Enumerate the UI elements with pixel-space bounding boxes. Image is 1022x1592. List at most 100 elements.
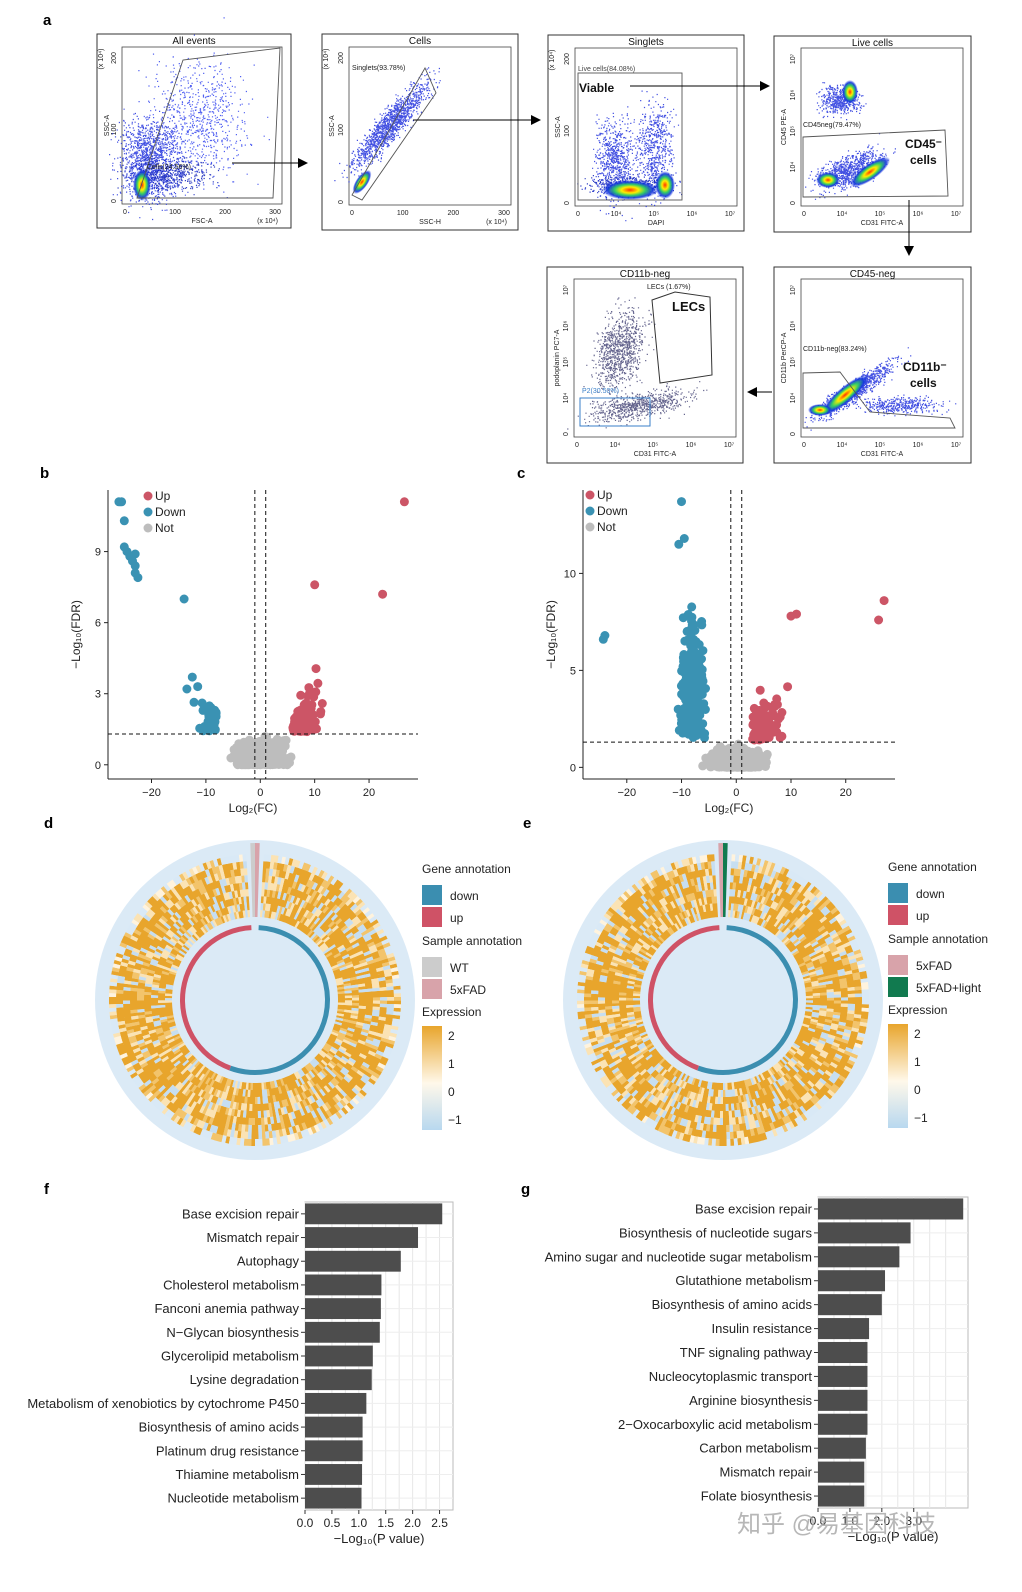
bar xyxy=(818,1437,866,1459)
bar xyxy=(305,1321,380,1343)
flow-plot-2: Cells SSC-H SSC-A 0 100 200 300 0 100 200 (x 10⁴) (… xyxy=(321,33,519,231)
category-label: Mismatch repair xyxy=(720,1465,813,1480)
flow-xtick: 10⁶ xyxy=(687,211,698,218)
y-tick-label: 5 xyxy=(570,665,576,677)
x-tick-label: 20 xyxy=(840,787,852,799)
flow-xtick: 10⁷ xyxy=(951,442,962,449)
up-regulated-points xyxy=(288,497,409,737)
x-tick-label: −20 xyxy=(142,787,161,799)
flow-ytick: 10⁵ xyxy=(790,357,797,368)
bar xyxy=(305,1416,363,1438)
panel-label-b: b xyxy=(40,465,49,482)
flow-xtick: 10⁶ xyxy=(913,442,924,449)
bar xyxy=(305,1227,419,1248)
x-tick-label: 3.0 xyxy=(905,1514,922,1528)
flow-events-2: Singlets(93.78%) xyxy=(334,65,441,201)
flow-ytick: 0 xyxy=(111,199,118,203)
category-label: Platinum drug resistance xyxy=(156,1443,299,1458)
flow-xlabel: CD31 FITC-A xyxy=(634,451,677,458)
legend-sample-title: Sample annotation xyxy=(422,934,522,948)
flow-ytick: 0 xyxy=(790,201,797,205)
category-label: Amino sugar and nucleotide sugar metabol… xyxy=(545,1249,812,1264)
flow-ytick: 10⁶ xyxy=(790,90,797,101)
x-tick-label: 20 xyxy=(363,787,375,799)
flow-frame xyxy=(96,33,292,229)
density-hotspot xyxy=(133,169,151,201)
gate-big-label: LECs xyxy=(672,299,705,314)
x-tick-label: −10 xyxy=(672,787,691,799)
expression-tick: 1 xyxy=(448,1057,455,1071)
x-tick-label: 2.0 xyxy=(873,1514,890,1528)
x-tick-label: 0.0 xyxy=(297,1516,314,1530)
flow-xtick: 10⁶ xyxy=(913,211,924,218)
panel-label-a: a xyxy=(43,12,52,29)
flow-xtick: 10⁷ xyxy=(951,211,962,218)
flow-ytick: 0 xyxy=(564,201,571,205)
legend-expression-title: Expression xyxy=(422,1005,481,1019)
panel-label-g: g xyxy=(521,1181,530,1198)
bar xyxy=(818,1389,868,1411)
panel-label-d: d xyxy=(44,815,53,832)
expression-tick: −1 xyxy=(914,1111,928,1125)
legend-swatch-sample xyxy=(888,977,908,997)
legend-label: 5xFAD xyxy=(450,983,486,997)
legend-swatch-sample xyxy=(888,955,908,975)
legend-swatch-up xyxy=(888,905,908,925)
flow-xtick: 10⁶ xyxy=(686,442,697,449)
pathway-bar-chart-g: Base excision repair Biosynthesis of nucl… xyxy=(545,1196,969,1544)
expression-tick: −1 xyxy=(448,1113,462,1127)
bar xyxy=(305,1274,382,1296)
category-label: Glutathione metabolism xyxy=(675,1273,812,1288)
density-hotspot xyxy=(602,180,658,200)
heatmap-cells xyxy=(116,861,394,1139)
circular-heatmap-e xyxy=(563,838,883,1160)
gate-label: Cells(24.56%) xyxy=(147,164,191,171)
density-hotspot xyxy=(842,80,858,104)
y-tick-label: 9 xyxy=(95,547,101,559)
flow-ytick: 200 xyxy=(338,52,345,64)
x-tick-label: −20 xyxy=(617,787,636,799)
legend-sample-title: Sample annotation xyxy=(888,932,988,946)
category-label: Lysine degradation xyxy=(190,1372,299,1387)
flow-xtick: 10⁴ xyxy=(611,211,622,218)
flow-ylabel: CD11b PerCP-A xyxy=(781,332,788,383)
category-label: Mismatch repair xyxy=(207,1230,300,1245)
x-tick-label: 0.0 xyxy=(810,1514,827,1528)
flow-events-6: LECs (1.67%) LECs P2(30.50%) xyxy=(567,284,713,430)
flow-ytick: 10⁴ xyxy=(563,393,570,404)
x-tick-label: 10 xyxy=(309,787,321,799)
legend-swatch-sample xyxy=(422,957,442,977)
bar xyxy=(818,1294,882,1316)
flow-xtick: 10⁴ xyxy=(837,442,848,449)
flow-title: Cells xyxy=(409,36,431,47)
x-axis-label: Log₂(FC) xyxy=(705,801,754,815)
gate-big-label: Viable xyxy=(579,81,614,95)
bar xyxy=(305,1250,401,1272)
legend-dot-down xyxy=(585,506,595,516)
legend-label: down xyxy=(916,887,945,901)
y-tick-label: 0 xyxy=(95,760,101,772)
flow-xtick: 0 xyxy=(802,442,806,449)
legend-label: Down xyxy=(155,505,186,519)
flow-title: CD45-neg xyxy=(850,269,896,280)
bar xyxy=(818,1461,865,1483)
flow-ylabel: CD45 PE-A xyxy=(781,109,788,146)
flow-xtick: 300 xyxy=(498,210,510,217)
flow-ytick: 10⁷ xyxy=(790,53,797,64)
legend-gene-title: Gene annotation xyxy=(888,860,977,874)
flow-events-4: CD45neg(79.47%) CD45⁻ cells xyxy=(802,80,949,200)
panel-label-e: e xyxy=(523,815,531,832)
legend-label: 5xFAD+light xyxy=(916,981,982,995)
legend-label: 5xFAD xyxy=(916,959,952,973)
flow-xlabel: DAPI xyxy=(648,220,664,227)
expression-color-bar xyxy=(888,1024,908,1128)
flow-ytick: 10⁷ xyxy=(563,284,570,295)
flow-xtick: 0 xyxy=(123,209,127,216)
bar xyxy=(818,1270,886,1292)
density-hotspot xyxy=(808,404,832,416)
flow-ytick: 200 xyxy=(564,53,571,65)
legend-swatch-down xyxy=(422,885,442,905)
x-tick-label: −10 xyxy=(197,787,216,799)
category-label: Base excision repair xyxy=(182,1206,300,1221)
flow-axes xyxy=(800,47,964,207)
